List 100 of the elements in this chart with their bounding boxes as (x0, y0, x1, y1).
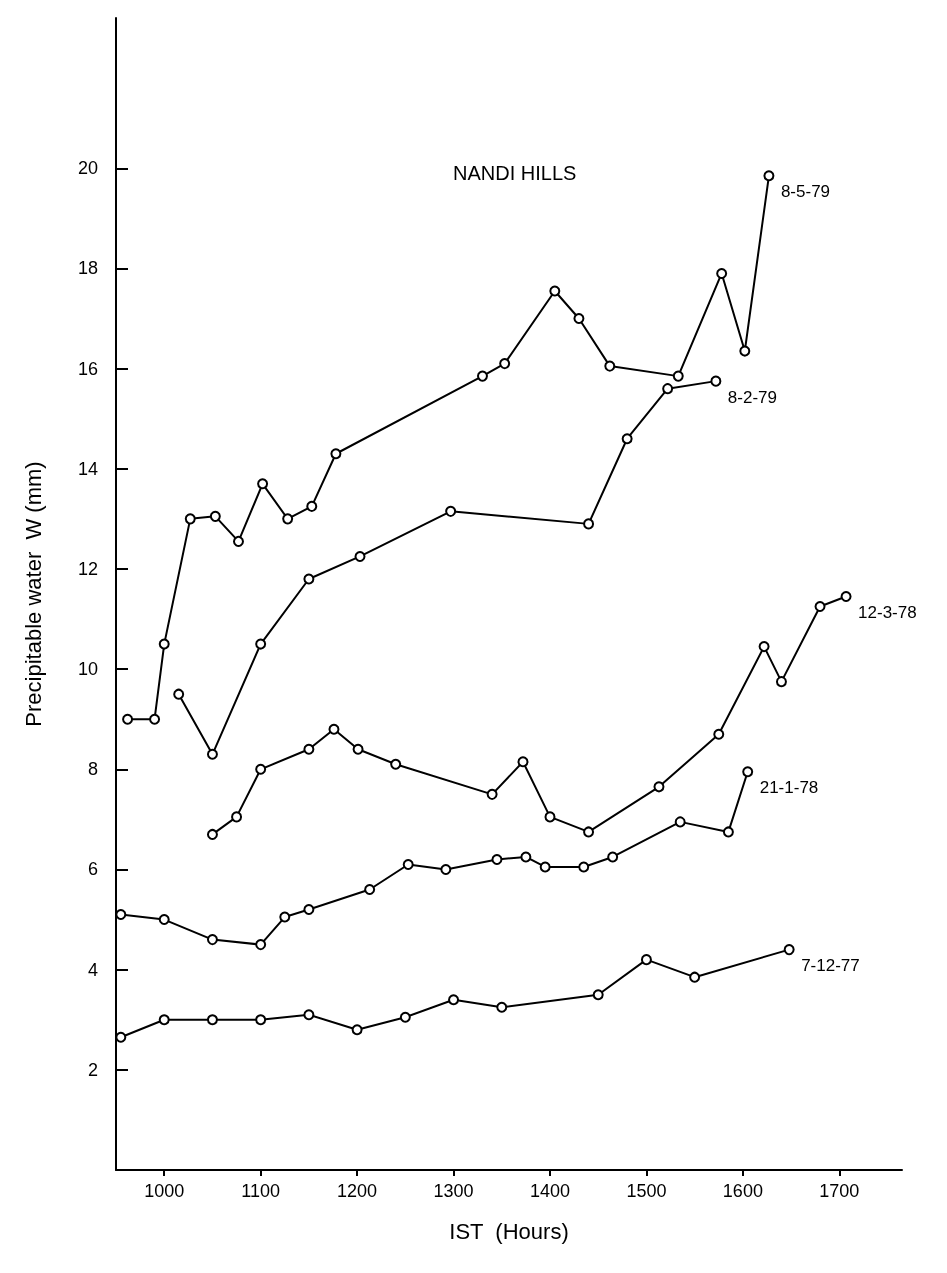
point (158, 914, 170, 926)
point (520, 851, 532, 863)
point (621, 433, 633, 445)
x-tick-label: 1300 (433, 1181, 474, 1201)
point (402, 858, 414, 870)
point (399, 1011, 411, 1023)
x-tick-label: 1600 (722, 1181, 763, 1201)
point (306, 500, 318, 512)
point (739, 345, 751, 357)
point (257, 478, 269, 490)
point (173, 688, 185, 700)
point (303, 573, 315, 585)
point (352, 743, 364, 755)
point (303, 743, 315, 755)
point (713, 728, 725, 740)
point (206, 934, 218, 946)
point (486, 788, 498, 800)
series-label: 8-5-79 (780, 182, 831, 202)
point (476, 370, 488, 382)
series-label: 8-2-79 (727, 387, 778, 407)
series-label: 7-12-77 (801, 956, 860, 976)
point (840, 591, 852, 602)
point (758, 641, 770, 653)
x-tick-label: 1200 (337, 1181, 378, 1201)
point (783, 944, 795, 956)
y-tick-label: 4 (87, 959, 98, 980)
series-label: 21-1-78 (759, 778, 819, 798)
y-tick-label: 18 (77, 258, 98, 279)
point (445, 505, 457, 517)
point (672, 370, 684, 382)
point (496, 1001, 508, 1013)
point (583, 518, 595, 530)
point (763, 170, 775, 182)
point (232, 535, 244, 547)
point (716, 267, 728, 279)
point (549, 285, 561, 297)
point (330, 448, 342, 460)
point (158, 638, 170, 650)
point (448, 994, 460, 1006)
point (722, 826, 734, 838)
point (206, 748, 218, 760)
x-tick-label: 1400 (529, 1181, 571, 1201)
x-tick-label: 1700 (819, 1181, 860, 1201)
point (491, 853, 503, 865)
point (206, 1014, 218, 1026)
point (255, 939, 267, 951)
point (354, 550, 366, 562)
point (583, 826, 595, 838)
point (653, 781, 665, 793)
point (578, 861, 590, 873)
x-axis-title: IST (Hours) (449, 1218, 569, 1244)
point (279, 911, 291, 923)
point (710, 375, 722, 387)
y-tick-label: 16 (77, 358, 98, 379)
point (184, 513, 196, 525)
y-tick-label: 14 (77, 458, 98, 479)
point (640, 954, 652, 966)
point (689, 971, 701, 983)
y-tick-label: 20 (77, 158, 98, 179)
point (775, 676, 787, 688)
point (517, 756, 529, 768)
point (255, 638, 267, 650)
y-tick-label: 2 (87, 1059, 98, 1080)
point (544, 811, 556, 823)
point (604, 360, 616, 372)
point (282, 513, 294, 525)
point (539, 861, 551, 873)
point (303, 904, 315, 916)
point (499, 358, 511, 370)
point (206, 828, 218, 840)
point (209, 510, 221, 522)
x-tick-label: 1100 (241, 1181, 281, 1201)
x-tick-label: 1500 (626, 1181, 667, 1201)
point (122, 713, 134, 725)
point (303, 1009, 315, 1021)
y-tick-label: 12 (77, 558, 98, 579)
point (231, 811, 243, 823)
point (158, 1014, 170, 1026)
point (149, 713, 161, 725)
y-tick-label: 8 (87, 759, 98, 780)
series-label: 12-3-78 (858, 603, 917, 622)
point (674, 816, 686, 828)
point (255, 763, 267, 775)
point (814, 601, 826, 613)
y-tick-label: 10 (77, 659, 98, 680)
point (573, 313, 585, 325)
point (742, 766, 754, 778)
point (328, 723, 340, 735)
x-tick-label: 1000 (144, 1181, 185, 1201)
point (440, 863, 452, 875)
y-tick-label: 6 (87, 859, 98, 880)
point (592, 989, 604, 1001)
point (255, 1014, 267, 1026)
y-axis-title: Precipitable water W (mm) (20, 461, 46, 727)
text: NANDI HILLS (453, 162, 577, 184)
point (390, 758, 402, 770)
point (351, 1024, 363, 1036)
point (607, 851, 619, 863)
point (364, 884, 376, 896)
point (662, 383, 674, 395)
